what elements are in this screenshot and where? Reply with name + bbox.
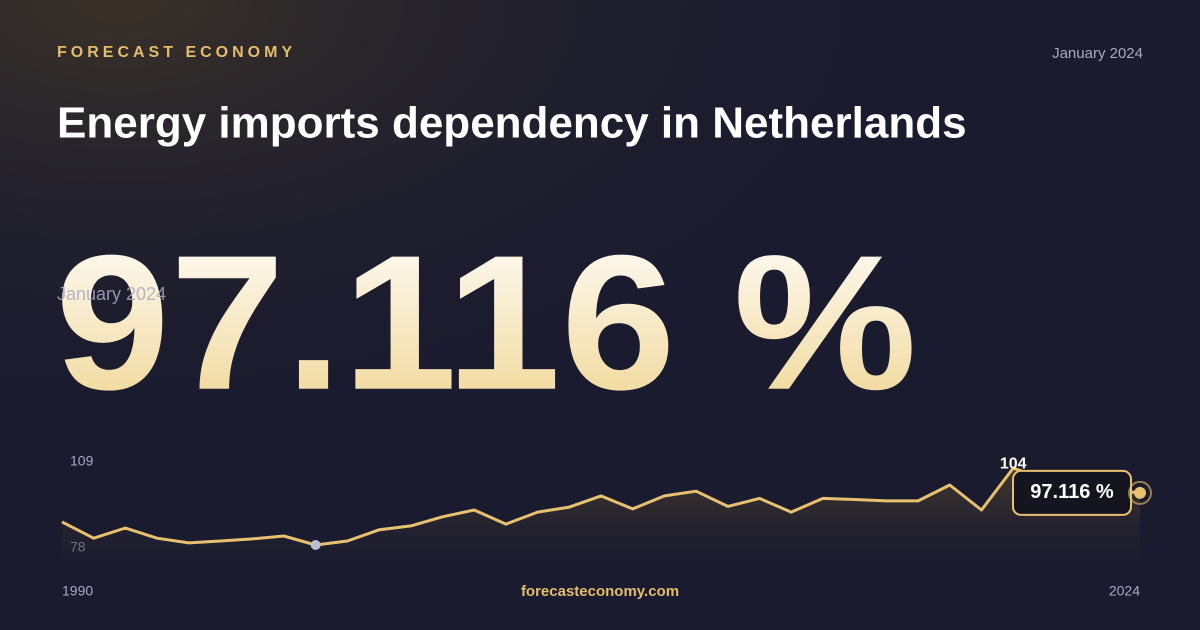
headline-date: January 2024	[57, 284, 166, 304]
date: January 2024	[1052, 45, 1143, 62]
headline: 97.116 %	[55, 215, 917, 430]
brand: FORECAST ECONOMY	[57, 44, 296, 61]
callout-box	[1012, 469, 1132, 516]
footer: forecasteconomy.com	[521, 583, 679, 600]
y-tick-label: 109	[70, 453, 94, 469]
area	[62, 468, 1140, 565]
min-point	[310, 540, 321, 551]
line	[61, 466, 1141, 547]
last-point-ring	[1128, 480, 1152, 505]
last-point	[1134, 486, 1146, 499]
title: Energy imports dependency in Netherlands	[57, 99, 967, 148]
x-tick-label: 1990	[62, 583, 93, 599]
x-tick-label: 2024	[1109, 583, 1140, 599]
callout-label: 97.116 %	[1030, 481, 1114, 503]
peak-label: 104	[1000, 455, 1027, 472]
